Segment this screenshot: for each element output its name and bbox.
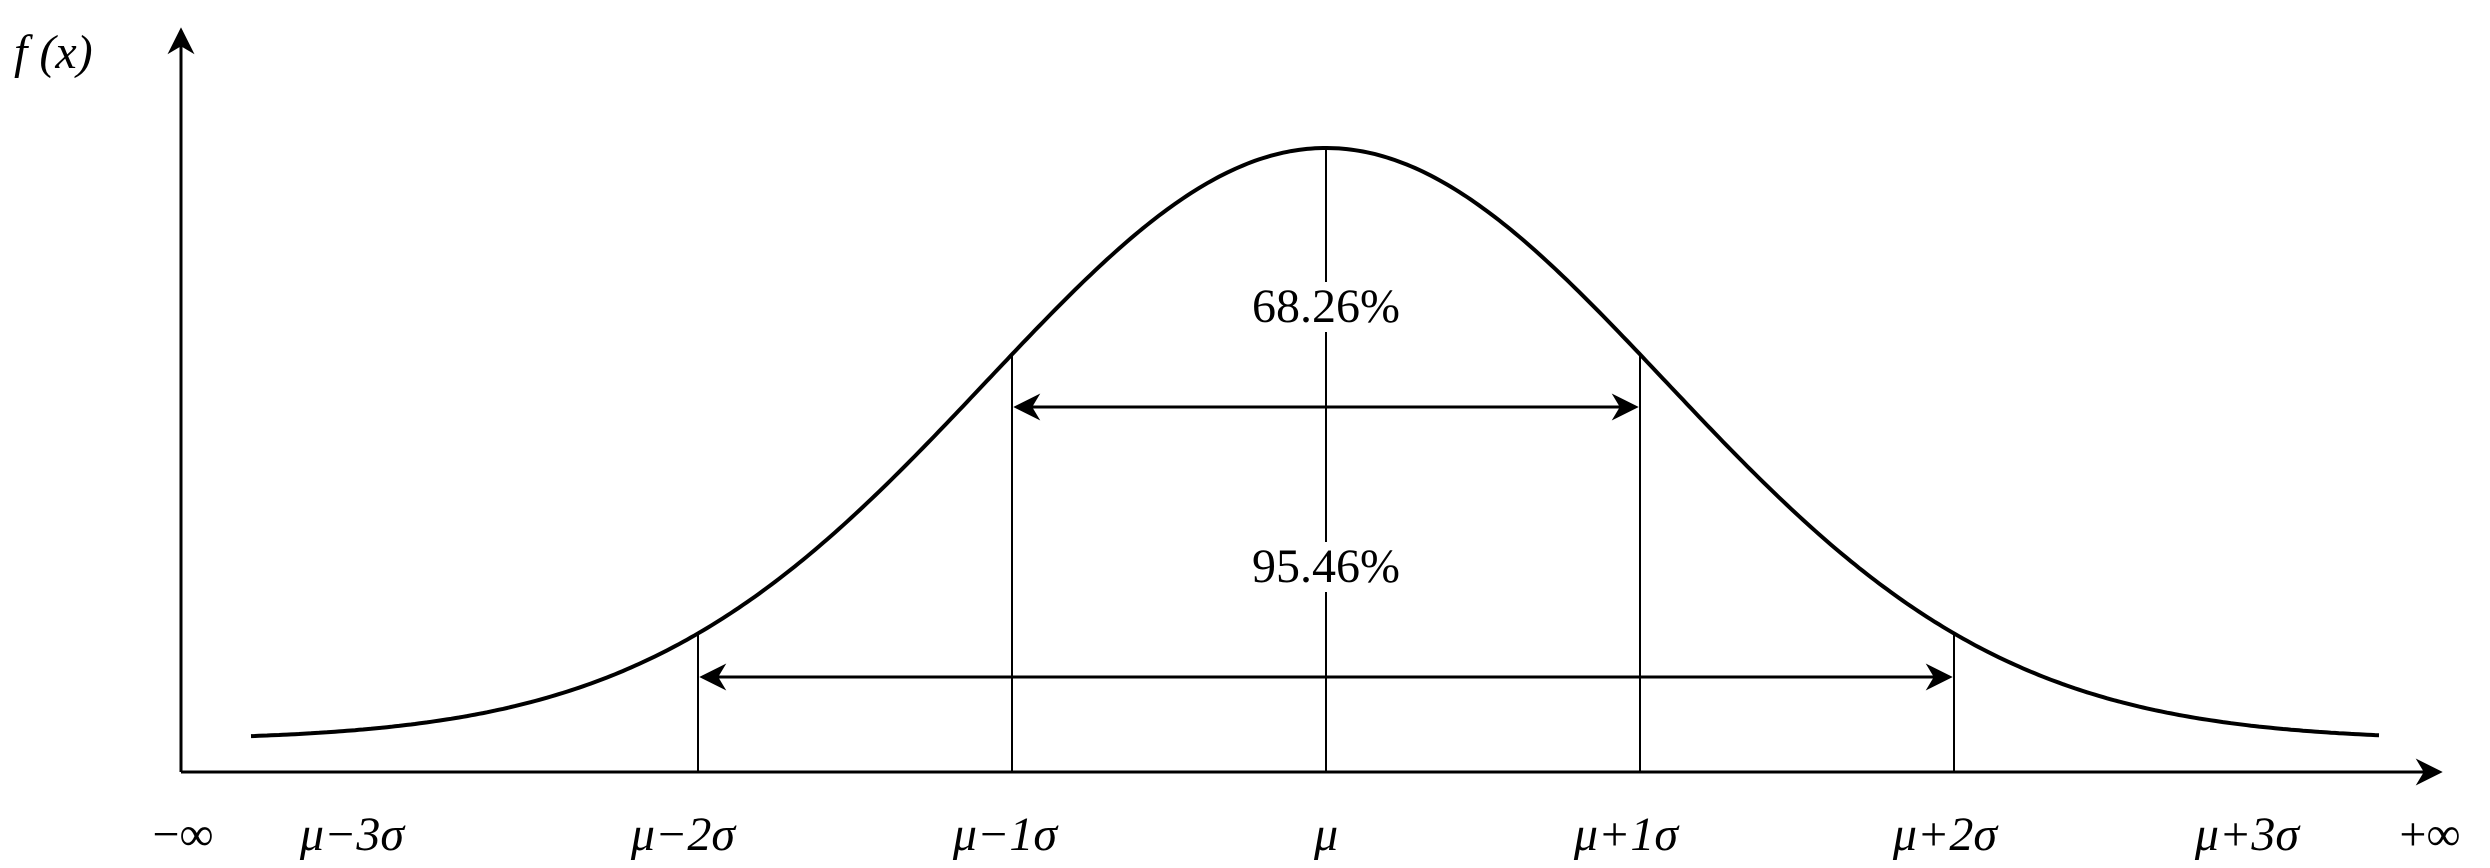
y-axis-label: f (x) [14,26,93,79]
x-tick-label: μ+2σ [1892,808,1999,861]
x-tick-label: μ+1σ [1573,808,1680,861]
interval-label: 68.26% [1252,280,1400,333]
x-tick-label: μ−1σ [952,808,1059,861]
x-tick-label: μ−2σ [630,808,737,861]
x-tick-label: μ [1313,808,1338,861]
interval-label: 95.46% [1252,540,1400,593]
x-tick-label: −∞ [152,808,213,861]
x-tick-label: +∞ [2399,808,2460,861]
x-tick-label: μ−3σ [299,808,406,861]
label-background [1234,282,1418,332]
x-tick-label: μ+3σ [2194,808,2301,861]
density-curve [250,146,2380,739]
label-background [1234,542,1418,592]
